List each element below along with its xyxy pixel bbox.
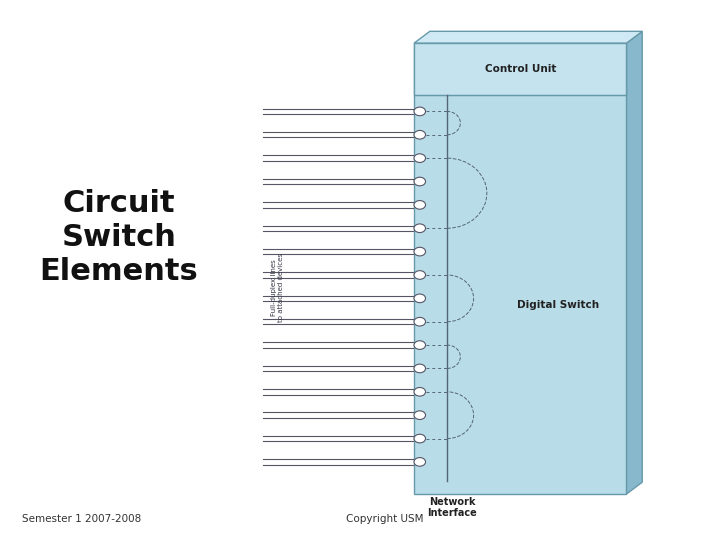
Polygon shape bbox=[414, 31, 642, 43]
Text: Copyright USM: Copyright USM bbox=[346, 514, 423, 524]
Circle shape bbox=[414, 294, 426, 302]
Circle shape bbox=[414, 131, 426, 139]
Text: Full-duplex lines
to attached devices: Full-duplex lines to attached devices bbox=[271, 253, 284, 322]
Circle shape bbox=[414, 411, 426, 420]
Polygon shape bbox=[626, 31, 642, 494]
Text: Control Unit: Control Unit bbox=[485, 64, 556, 74]
Circle shape bbox=[414, 318, 426, 326]
Circle shape bbox=[414, 154, 426, 163]
Text: Circuit
Switch
Elements: Circuit Switch Elements bbox=[40, 190, 198, 286]
Text: Semester 1 2007-2008: Semester 1 2007-2008 bbox=[22, 514, 141, 524]
Circle shape bbox=[414, 341, 426, 349]
Polygon shape bbox=[414, 43, 626, 494]
Circle shape bbox=[414, 434, 426, 443]
Circle shape bbox=[414, 200, 426, 209]
Circle shape bbox=[414, 364, 426, 373]
Circle shape bbox=[414, 247, 426, 256]
Circle shape bbox=[414, 271, 426, 279]
Circle shape bbox=[414, 107, 426, 116]
Circle shape bbox=[414, 457, 426, 466]
Text: Network
Interface: Network Interface bbox=[428, 497, 477, 518]
Circle shape bbox=[414, 177, 426, 186]
Polygon shape bbox=[414, 43, 626, 95]
Circle shape bbox=[414, 224, 426, 233]
Circle shape bbox=[414, 388, 426, 396]
Text: Digital Switch: Digital Switch bbox=[518, 300, 600, 310]
